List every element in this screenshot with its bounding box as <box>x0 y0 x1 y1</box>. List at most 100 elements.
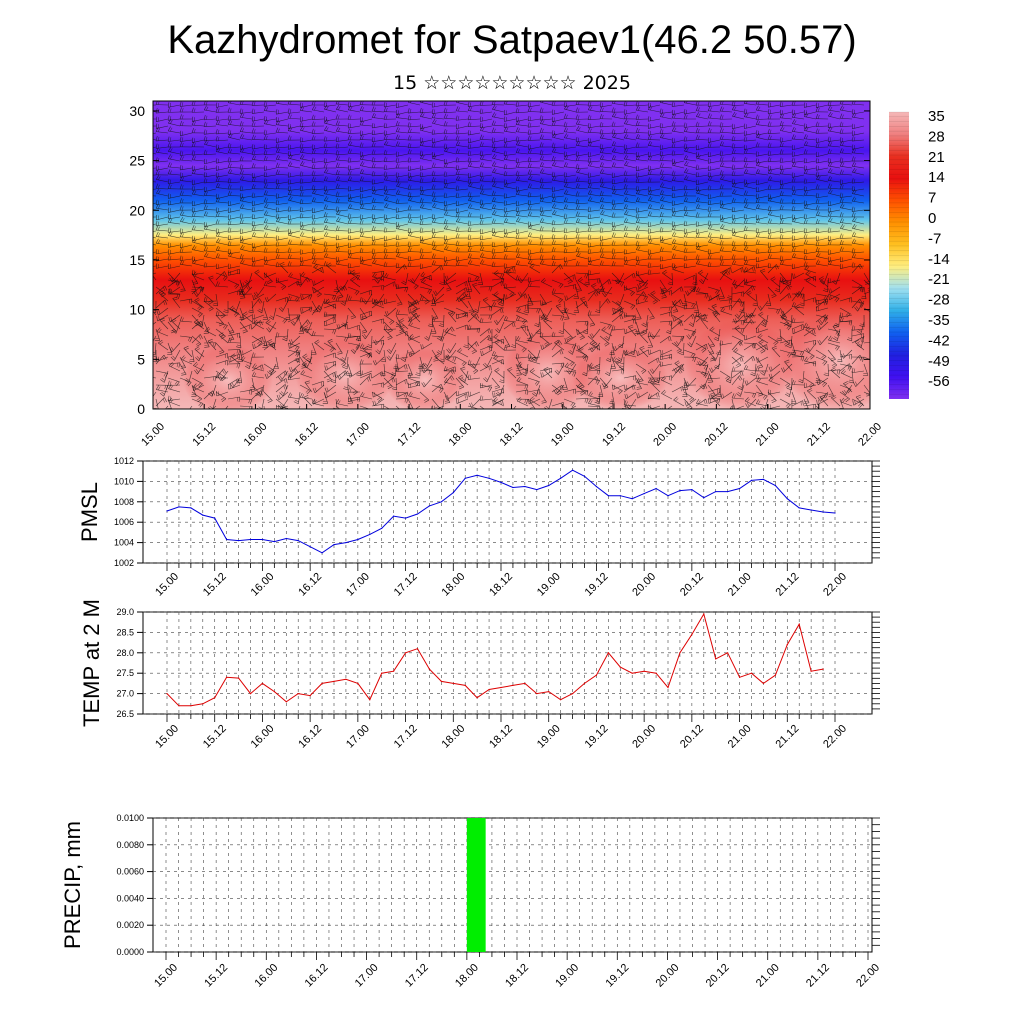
pmsl-x-tick-label: 21.12 <box>773 571 801 599</box>
temp-2m-point <box>405 652 407 654</box>
pmsl-point <box>548 484 550 487</box>
pmsl-point <box>631 498 633 500</box>
precip-x-tick-label: 18.00 <box>453 962 481 990</box>
temp-2m-x-tick-label: 19.12 <box>583 723 611 751</box>
pmsl-point <box>560 477 562 479</box>
pmsl-point <box>691 489 693 491</box>
pmsl-x-tick-label: 17.00 <box>344 571 372 599</box>
colorbar-label: 7 <box>928 190 936 207</box>
temp-2m-x-tick-label: 18.12 <box>487 723 515 751</box>
temp-2m-point <box>238 677 240 679</box>
temp-2m-point <box>631 672 633 674</box>
temp-2m-point <box>309 695 311 697</box>
heatmap-x-axis: 15.00 15.12 16.00 16.12 17.00 17.12 18.00 18.12… <box>139 404 884 449</box>
temp-2m-point <box>321 682 323 685</box>
pmsl-point <box>428 505 430 507</box>
temp-2m-point <box>810 670 812 672</box>
precip-x-tick-label: 18.12 <box>503 962 531 990</box>
pmsl-point <box>178 506 180 508</box>
pmsl-y-label: PMSL <box>77 482 102 542</box>
pmsl-point <box>512 486 514 489</box>
temp-2m-point <box>786 644 788 646</box>
colorbar-label: -56 <box>928 373 950 390</box>
page-subtitle: 15 ☆☆☆☆☆☆☆☆☆ 2025 <box>393 72 631 94</box>
pmsl-point <box>285 537 287 540</box>
temp-2m-x-tick-label: 17.00 <box>344 723 372 751</box>
heatmap-x-tick-label: 19.12 <box>600 421 628 449</box>
pmsl-point <box>762 478 765 480</box>
temp-2m-panel: 26.5 27.0 27.5 28.0 28.5 29.0 TEMP at 2 M 15.00… <box>79 599 880 751</box>
pmsl-point <box>822 511 824 513</box>
pmsl-point <box>572 469 574 471</box>
warm-cell <box>183 345 273 409</box>
pmsl-point <box>190 507 192 509</box>
pmsl-y-tick-label: 1010 <box>114 476 134 486</box>
temp-2m-x-tick-label: 21.12 <box>773 723 801 751</box>
temp-2m-point <box>798 623 800 625</box>
pmsl-point <box>393 515 395 517</box>
y-tick-label: 25 <box>129 153 145 169</box>
pmsl-point <box>739 487 741 490</box>
pmsl-point <box>476 474 478 476</box>
temp-2m-x-tick-label: 18.00 <box>439 723 467 751</box>
pmsl-point <box>786 498 788 500</box>
pmsl-point <box>524 485 526 488</box>
temp-2m-point <box>595 674 598 676</box>
pmsl-frame <box>142 460 873 564</box>
colorbar: 35 28 21 14 7 0 -7 -14 -21 -28 -35 -42 -49 -56 <box>889 108 950 399</box>
temp-2m-point <box>619 666 621 668</box>
colorbar-label: 14 <box>928 169 945 186</box>
precip-x-tick-label: 16.12 <box>303 962 331 990</box>
temp-2m-point <box>452 682 454 685</box>
pmsl-point <box>595 485 598 488</box>
temp-2m-y-tick-label: 28.5 <box>116 627 134 637</box>
pmsl-point <box>297 540 299 542</box>
temp-2m-point <box>333 680 335 683</box>
colorbar-scale <box>889 112 909 399</box>
warm-cell <box>780 310 870 409</box>
temp-2m-x-tick-label: 20.12 <box>678 723 706 751</box>
precip-x-tick-label: 19.00 <box>553 962 581 990</box>
y-tick-label: 20 <box>129 202 145 218</box>
temp-2m-point <box>357 682 359 685</box>
temp-2m-point <box>297 693 299 695</box>
pmsl-point <box>405 517 407 519</box>
precip-x-tick-label: 21.12 <box>804 962 832 990</box>
temp-2m-point <box>381 672 383 674</box>
pmsl-point <box>619 495 621 497</box>
colorbar-label: 21 <box>928 149 945 166</box>
precip-x-tick-label: 22.00 <box>854 962 882 990</box>
pmsl-y-tick-label: 1012 <box>114 456 134 466</box>
temp-2m-point <box>416 648 419 650</box>
pmsl-y-tick-label: 1008 <box>114 497 134 507</box>
temp-2m-point <box>560 699 562 701</box>
temp-2m-y-tick-label: 28.0 <box>116 648 134 658</box>
pmsl-x-tick-label: 20.00 <box>630 571 658 599</box>
pmsl-point <box>774 484 777 487</box>
pmsl-point <box>834 512 836 514</box>
pmsl-x-tick-label: 21.00 <box>726 571 754 599</box>
colorbar-label: -21 <box>928 271 950 288</box>
temp-2m-point <box>750 672 753 674</box>
page-title: Kazhydromet for Satpaev1(46.2 50.57) <box>167 18 857 62</box>
pmsl-point <box>464 477 466 479</box>
temp-2m-point <box>762 682 765 685</box>
precip-y-tick-label: 0.0000 <box>116 947 144 957</box>
colorbar-label: 35 <box>928 108 945 125</box>
precip-y-tick-label: 0.0080 <box>116 840 144 850</box>
pmsl-point <box>679 490 681 492</box>
pmsl-point <box>321 552 323 554</box>
pmsl-point <box>798 507 800 509</box>
temp-2m-point <box>583 682 586 685</box>
pmsl-x-tick-label: 16.12 <box>296 571 324 599</box>
pmsl-x-tick-label: 18.12 <box>487 571 515 599</box>
temp-2m-x-tick-label: 16.00 <box>249 723 277 751</box>
pmsl-point <box>369 533 371 536</box>
temp-2m-point <box>464 684 466 687</box>
pmsl-y-tick-label: 1006 <box>114 517 134 527</box>
pmsl-point <box>238 540 240 542</box>
precip-y-tick-label: 0.0100 <box>116 813 144 823</box>
heatmap-x-tick-label: 20.12 <box>703 421 731 449</box>
precip-x-tick-label: 20.00 <box>654 962 682 990</box>
heatmap-x-tick-label: 17.00 <box>344 421 372 449</box>
